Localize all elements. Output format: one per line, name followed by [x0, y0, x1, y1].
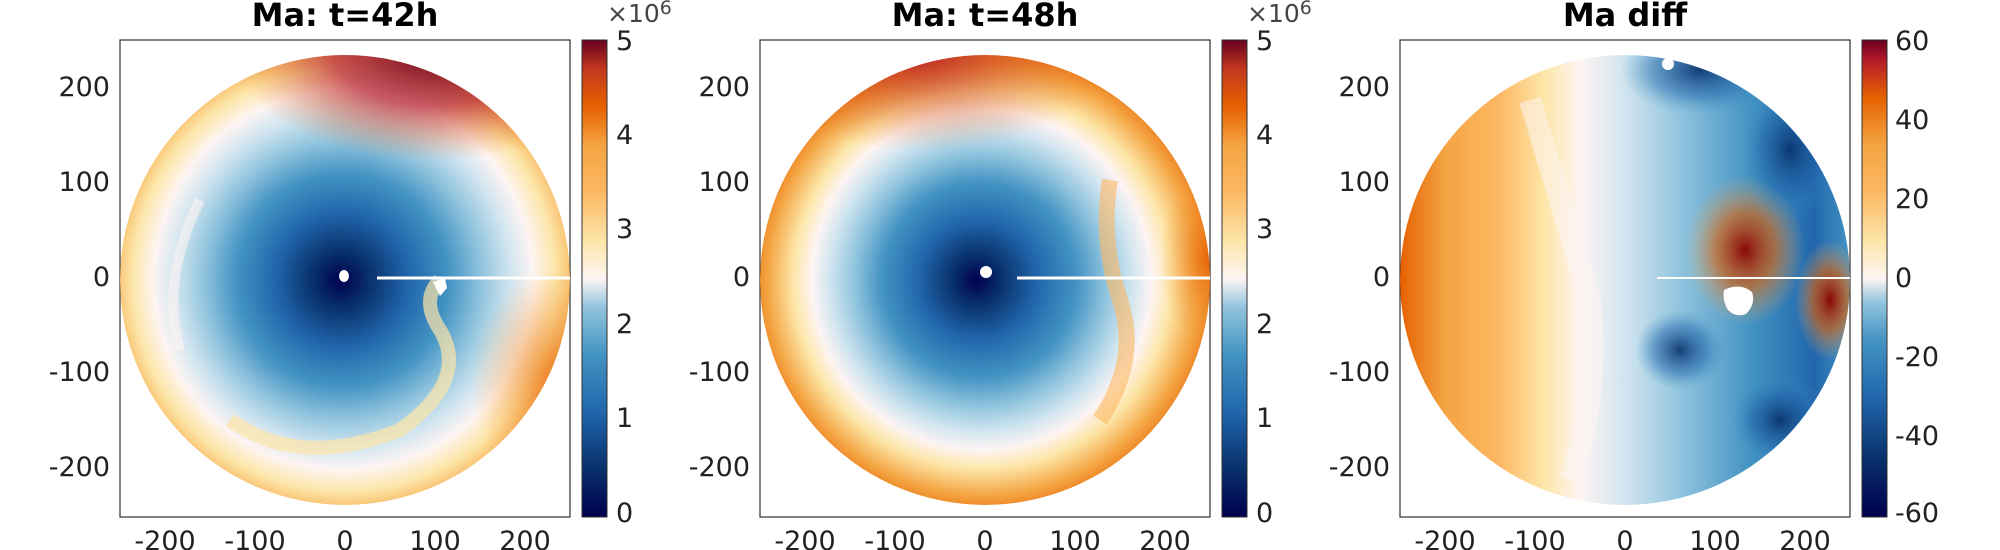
panel-2-ytick: 200	[698, 72, 750, 103]
panel-3-y-ticks: 200 100 0 -100 -200	[1329, 72, 1390, 483]
panel-2-title: Ma: t=48h	[892, 0, 1079, 34]
panel-1-colorbar	[581, 39, 608, 518]
panel-1-cbar-tick: 4	[616, 120, 633, 151]
panel-3-x-ticks: -200 -100 0 100 200	[1414, 526, 1830, 550]
panel-1-ytick: 200	[58, 72, 110, 103]
panel-3-cbar-tick: 60	[1895, 26, 1929, 57]
panel-2-ytick: -100	[689, 357, 750, 388]
panel-2-x-ticks: -200 -100 0 100 200	[774, 526, 1190, 550]
panel-2-xtick: 200	[1139, 526, 1191, 550]
panel-2-cbar-tick: 1	[1256, 403, 1273, 434]
panel-3-cbar-tick: -60	[1895, 498, 1939, 529]
panel-3-ytick: 200	[1338, 72, 1390, 103]
panel-1-exp-base: ×10	[607, 0, 660, 28]
panel-1-cbar-tick: 0	[616, 498, 633, 529]
panel-1-xtick: 0	[336, 526, 353, 550]
panel-3-colorbar-ticks: 60 40 20 0 -20 -40 -60	[1895, 26, 1939, 529]
panel-2-cbar-tick: 4	[1256, 120, 1273, 151]
panel-1-ytick: 0	[93, 262, 110, 293]
panel-1-xtick: -100	[224, 526, 285, 550]
panel-1-x-ticks: -200 -100 0 100 200	[134, 526, 550, 550]
panel-1-cbar-tick: 3	[616, 214, 633, 245]
panel-2-ytick: 0	[733, 262, 750, 293]
panel-2-exp-power: 6	[1300, 0, 1312, 19]
panel-2-y-ticks: 200 100 0 -100 -200	[689, 72, 750, 483]
panel-3-xtick: 100	[1689, 526, 1741, 550]
panel-3-xtick: -200	[1414, 526, 1475, 550]
panel-3-ytick: 0	[1373, 262, 1390, 293]
panel-2-colorbar-exponent: ×106	[1247, 0, 1312, 28]
panel-1-xtick: 200	[499, 526, 551, 550]
panel-1-cbar-tick: 2	[616, 309, 633, 340]
panel-3-cbar-tick: 0	[1895, 263, 1912, 294]
panel-1-blank-patch	[433, 278, 447, 296]
panel-2-colorbar	[1221, 39, 1248, 518]
panel-3-ytick: 100	[1338, 167, 1390, 198]
panel-2-center-hole	[980, 266, 992, 278]
panel-3-cbar-tick: -20	[1895, 342, 1939, 373]
panel-3-top-hole	[1662, 58, 1674, 70]
panel-2-cbar-tick: 3	[1256, 214, 1273, 245]
panel-1-xtick: -200	[134, 526, 195, 550]
panel-2-xtick: -100	[864, 526, 925, 550]
panel-1-xtick: 100	[409, 526, 461, 550]
panel-3-cbar-tick: 20	[1895, 184, 1929, 215]
panel-2-xtick: 100	[1049, 526, 1101, 550]
panel-1-y-ticks: 200 100 0 -100 -200	[49, 72, 110, 483]
panel-3-colorbar	[1861, 39, 1888, 518]
panel-3: Ma diff -200 -100 0 100 200 200 100 0	[1329, 0, 1939, 550]
panel-1-ytick: 100	[58, 167, 110, 198]
panel-3-cbar-tick: 40	[1895, 105, 1929, 136]
panel-1-cbar-tick: 5	[616, 26, 633, 57]
panel-1: Ma: t=42h -200 -100 0 100 200 200 100 0 …	[49, 0, 672, 550]
panel-2: Ma: t=48h -200 -100 0 100 200 200 100 0 …	[689, 0, 1312, 550]
panel-3-ytick: -200	[1329, 452, 1390, 483]
panel-2-cbar-tick: 0	[1256, 498, 1273, 529]
panel-3-field	[1400, 55, 1850, 505]
panel-1-ytick: -200	[49, 452, 110, 483]
panel-3-cbar-tick: -40	[1895, 421, 1939, 452]
panel-3-xtick: -100	[1504, 526, 1565, 550]
panel-1-exp-power: 6	[660, 0, 672, 19]
panel-2-cbar-tick: 2	[1256, 309, 1273, 340]
panel-2-xtick: -200	[774, 526, 835, 550]
panel-3-blank-patch	[1723, 286, 1754, 316]
panel-1-ytick: -100	[49, 357, 110, 388]
panel-2-xtick: 0	[976, 526, 993, 550]
panel-3-xtick: 200	[1779, 526, 1831, 550]
panel-2-exp-base: ×10	[1247, 0, 1300, 28]
panel-1-colorbar-exponent: ×106	[607, 0, 672, 28]
panel-1-center-hole	[339, 270, 349, 282]
panel-2-ytick: 100	[698, 167, 750, 198]
panel-3-ytick: -100	[1329, 357, 1390, 388]
panel-2-cbar-tick: 5	[1256, 26, 1273, 57]
panel-3-xtick: 0	[1616, 526, 1633, 550]
panel-1-colorbar-ticks: 5 4 3 2 1 0	[616, 26, 633, 529]
panel-2-colorbar-ticks: 5 4 3 2 1 0	[1256, 26, 1273, 529]
panel-1-cbar-tick: 1	[616, 403, 633, 434]
panel-2-ytick: -200	[689, 452, 750, 483]
panel-3-title: Ma diff	[1563, 0, 1688, 34]
panel-1-title: Ma: t=42h	[252, 0, 439, 34]
